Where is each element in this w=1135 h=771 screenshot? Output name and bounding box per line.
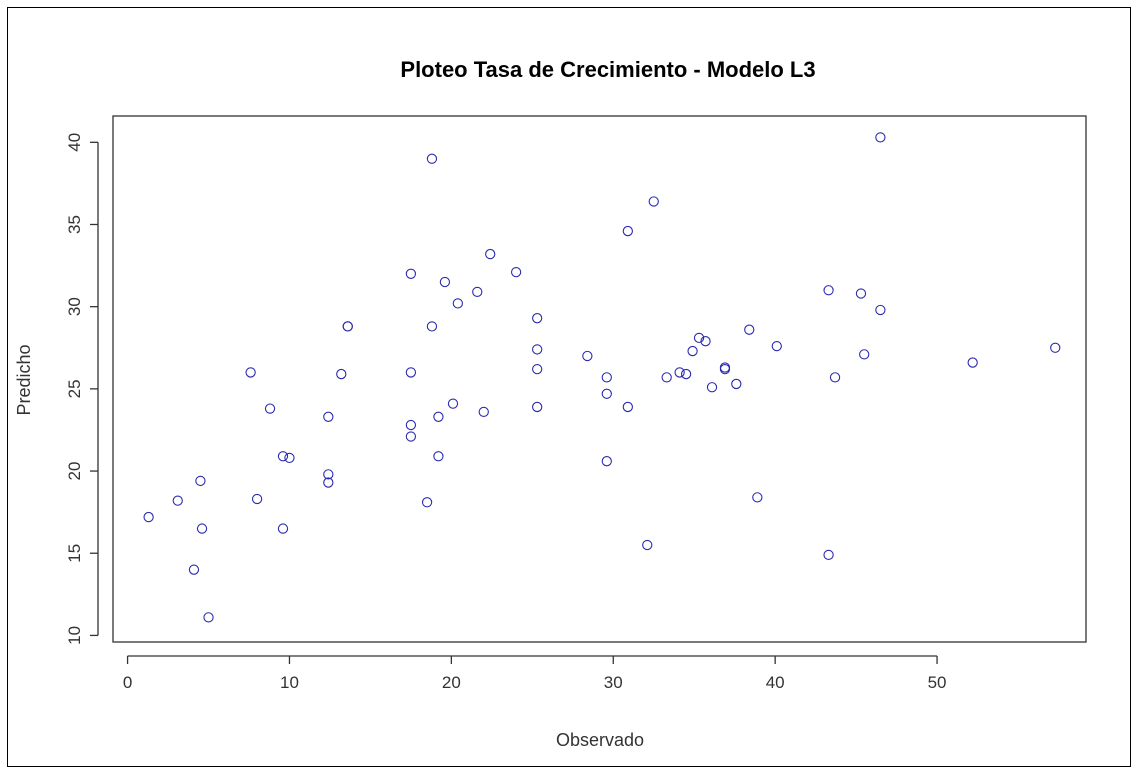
data-point: [967, 357, 978, 368]
data-point: [771, 340, 782, 352]
data-point: [706, 382, 718, 393]
data-point: [433, 451, 444, 462]
data-point: [264, 403, 276, 414]
data-point: [859, 349, 870, 360]
x-tick-label: 30: [604, 673, 623, 692]
data-point: [433, 411, 444, 422]
data-point: [661, 372, 672, 383]
data-point: [277, 451, 289, 462]
data-point: [532, 344, 543, 355]
data-point: [601, 372, 612, 383]
x-tick-label: 50: [928, 673, 947, 692]
data-point: [752, 492, 763, 503]
data-point: [405, 367, 417, 378]
data-point: [421, 497, 433, 508]
data-point: [532, 401, 543, 413]
y-axis-label: Predicho: [14, 344, 34, 415]
y-tick-label: 30: [65, 297, 84, 316]
data-point: [532, 313, 543, 324]
data-point: [277, 523, 289, 534]
x-tick-label: 10: [280, 673, 299, 692]
x-tick-label: 20: [442, 673, 461, 692]
data-point: [143, 511, 154, 523]
data-point: [622, 401, 633, 413]
data-point: [823, 285, 834, 296]
x-axis-label: Observado: [556, 730, 644, 750]
data-point: [472, 286, 483, 298]
data-point: [342, 321, 353, 332]
x-tick-label: 0: [123, 673, 132, 692]
plot-area-box: [112, 115, 1087, 643]
data-point: [323, 411, 334, 422]
data-point: [622, 225, 633, 237]
data-point: [642, 539, 653, 551]
y-tick-label: 25: [65, 379, 84, 398]
data-point: [1050, 342, 1061, 353]
data-point: [829, 372, 841, 383]
y-tick-label: 20: [65, 462, 84, 481]
data-point: [875, 304, 886, 316]
data-point: [439, 276, 451, 288]
data-point: [196, 523, 208, 534]
data-point: [875, 132, 886, 143]
data-point: [245, 367, 256, 378]
data-point: [687, 345, 698, 357]
y-tick-label: 15: [65, 544, 84, 563]
data-point: [823, 549, 834, 561]
data-point: [323, 469, 334, 480]
data-point: [485, 248, 496, 260]
data-point: [582, 350, 593, 362]
data-point: [188, 564, 200, 575]
data-point: [680, 368, 692, 380]
data-point: [744, 324, 755, 335]
data-point: [172, 495, 183, 506]
data-point: [405, 268, 417, 279]
data-point: [731, 378, 742, 390]
x-tick-label: 40: [766, 673, 785, 692]
data-point: [855, 288, 867, 299]
data-point: [195, 475, 206, 487]
data-point: [478, 406, 489, 418]
data-point: [203, 612, 214, 623]
y-tick-label: 10: [65, 626, 84, 645]
data-point: [447, 398, 459, 409]
data-point: [405, 419, 417, 431]
data-point: [601, 388, 612, 399]
data-point: [452, 298, 463, 309]
data-point: [674, 367, 685, 378]
data-point: [251, 493, 263, 505]
data-point: [426, 153, 438, 164]
data-points: [143, 132, 1061, 623]
data-point: [323, 477, 334, 488]
y-tick-label: 40: [65, 133, 84, 152]
data-point: [693, 332, 705, 344]
data-point: [426, 321, 438, 332]
data-point: [601, 456, 612, 467]
data-point: [532, 363, 543, 375]
data-point: [336, 368, 347, 380]
data-point: [719, 363, 731, 375]
y-tick-label: 35: [65, 215, 84, 234]
figure-frame: [7, 7, 1131, 767]
y-axis: 10 15 20 25 30 35 40: [65, 133, 99, 645]
data-point: [648, 196, 659, 207]
data-point: [510, 267, 522, 278]
x-axis: 0 10 20 30 40 50: [123, 655, 947, 692]
data-point: [700, 336, 711, 347]
data-point: [405, 431, 417, 442]
chart-title: Ploteo Tasa de Crecimiento - Modelo L3: [400, 57, 815, 82]
data-point: [284, 452, 295, 464]
